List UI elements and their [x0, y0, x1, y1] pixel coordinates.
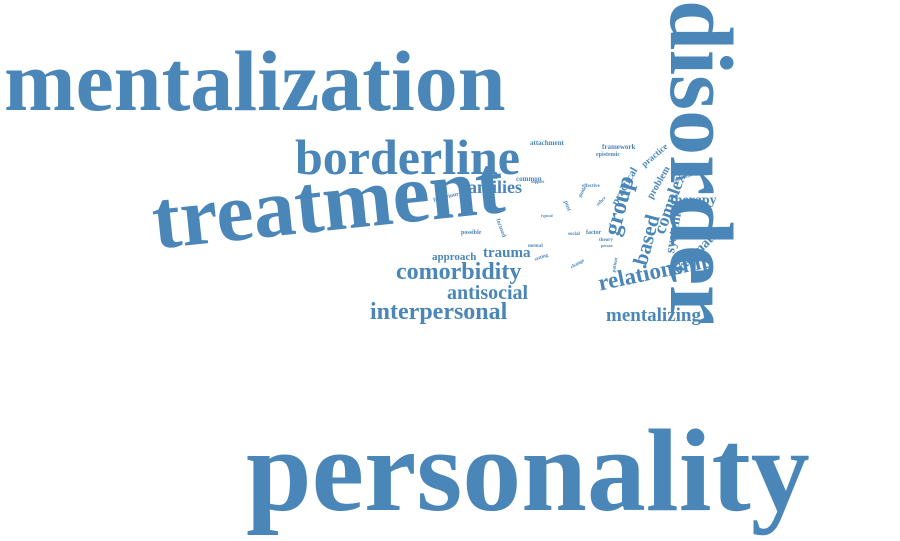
word-antisocial: antisocial: [447, 282, 529, 304]
word-therapy: therapy: [670, 193, 717, 208]
word-person: person: [601, 243, 613, 248]
word-resilience: resilience: [478, 176, 498, 181]
word-personality: personality: [246, 405, 810, 536]
word-epistemic: epistemic: [596, 152, 620, 158]
word-mental: mental: [528, 244, 543, 249]
word-attachment: attachment: [530, 139, 564, 147]
word-comorbidity: comorbidity: [396, 259, 522, 285]
word-common: common: [516, 175, 542, 183]
word-support: support: [531, 179, 545, 184]
word-factor: factor: [586, 230, 602, 236]
word-possible: possible: [461, 230, 482, 236]
word-interpersonal: interpersonal: [370, 299, 508, 325]
word-families: families: [462, 177, 522, 197]
word-borderline: borderline: [295, 129, 520, 185]
word-trauma: trauma: [483, 245, 531, 261]
word-guide: guide: [578, 185, 589, 199]
word-setting: setting: [534, 253, 550, 263]
word-framework: framework: [602, 143, 636, 151]
word-approach: approach: [432, 251, 477, 263]
word-mentalization: mentalization: [4, 33, 506, 129]
word-typical: typical: [541, 213, 553, 218]
word-effective: effective: [582, 184, 600, 189]
word-post: post: [562, 200, 572, 213]
word-theory: theory: [599, 238, 613, 243]
word-mentalizing: mentalizing: [606, 305, 701, 326]
word-social: social: [568, 232, 580, 237]
word-change: change: [570, 258, 586, 271]
